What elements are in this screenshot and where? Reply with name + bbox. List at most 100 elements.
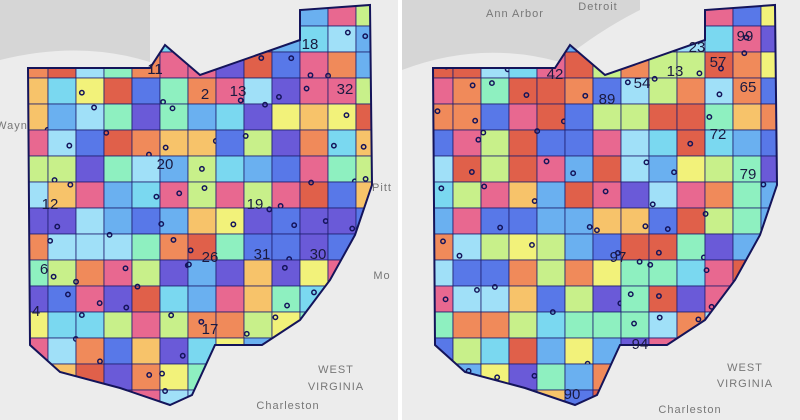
- precinct-dot: [631, 320, 638, 327]
- district-area: [47, 103, 77, 131]
- precinct-dot: [602, 188, 609, 195]
- district-label: 20: [157, 156, 174, 173]
- district-label: 30: [310, 246, 327, 263]
- district-area: [676, 77, 706, 105]
- precinct-dot: [96, 300, 103, 307]
- precinct-dot: [134, 283, 141, 290]
- district-area: [243, 155, 273, 183]
- precinct-dot: [237, 97, 244, 104]
- district-area: [103, 311, 133, 339]
- district-area: [47, 207, 77, 235]
- district-area: [299, 103, 329, 131]
- district-area: [187, 129, 217, 157]
- district-area: [131, 285, 161, 313]
- precinct-dot: [434, 108, 441, 115]
- district-area: [536, 129, 566, 157]
- precinct-dot: [706, 113, 713, 120]
- district-area: [159, 363, 189, 391]
- district-area: [103, 337, 133, 365]
- district-area: [480, 233, 510, 261]
- precinct-dot: [288, 55, 295, 62]
- district-area: [103, 207, 133, 235]
- district-area: [327, 77, 357, 105]
- precinct-dot: [198, 165, 205, 172]
- district-label: 13: [667, 63, 684, 80]
- district-label: 19: [247, 196, 264, 213]
- precinct-dot: [123, 304, 130, 311]
- precinct-dot: [281, 264, 288, 271]
- district-area: [187, 155, 217, 183]
- precinct-dot: [91, 104, 98, 111]
- district-area: [299, 77, 329, 105]
- precinct-dot: [695, 316, 702, 323]
- district-area: [676, 207, 706, 235]
- state-outline-right: [431, 3, 779, 407]
- place-label: VIRGINIA: [308, 381, 364, 393]
- precinct-dot: [440, 238, 446, 245]
- district-area: [620, 103, 650, 131]
- district-area: [103, 77, 133, 105]
- precinct-dot: [474, 287, 480, 293]
- district-area: [592, 181, 622, 209]
- precinct-dot: [624, 79, 631, 86]
- district-area: [159, 337, 189, 365]
- district-area: [536, 233, 566, 261]
- district-area: [243, 103, 273, 131]
- district-area: [47, 129, 77, 157]
- district-area: [676, 129, 706, 157]
- district-area: [480, 207, 510, 235]
- district-area: [648, 181, 678, 209]
- precinct-dot: [716, 91, 723, 98]
- district-area: [508, 181, 538, 209]
- precinct-dot: [262, 101, 268, 108]
- precinct-dot: [64, 291, 71, 298]
- precinct-dot: [718, 65, 724, 72]
- district-label: 4: [32, 303, 40, 320]
- district-area: [564, 233, 594, 261]
- district-area: [243, 259, 273, 287]
- precinct-dot: [307, 72, 314, 79]
- precinct-dot: [330, 142, 337, 149]
- district-area: [676, 181, 706, 209]
- district-area: [592, 285, 622, 313]
- district-area: [564, 103, 594, 131]
- district-area: [452, 129, 482, 157]
- precinct-dot: [106, 231, 113, 238]
- district-area: [704, 77, 734, 105]
- district-label: 42: [547, 66, 564, 83]
- district-area: [271, 181, 301, 209]
- precinct-dot: [168, 312, 175, 319]
- district-area: [299, 25, 329, 53]
- district-area: [508, 311, 538, 339]
- district-label: 65: [740, 79, 757, 96]
- district-area: [508, 103, 538, 131]
- precinct-dot: [651, 75, 658, 82]
- precinct-dot: [103, 129, 110, 136]
- precinct-dot: [627, 291, 634, 298]
- precinct-dot: [47, 237, 54, 244]
- district-area: [592, 129, 622, 157]
- district-area: [243, 181, 273, 209]
- district-area: [704, 25, 734, 53]
- district-area: [480, 337, 510, 365]
- district-area: [159, 207, 189, 235]
- district-area: [536, 311, 566, 339]
- district-area: [131, 259, 161, 287]
- district-area: [508, 285, 538, 313]
- precinct-dot: [481, 183, 488, 190]
- precinct-dot: [655, 249, 662, 256]
- district-area: [620, 207, 650, 235]
- district-area: [508, 259, 538, 287]
- precinct-dot: [291, 222, 298, 229]
- district-area: [452, 285, 482, 313]
- district-area: [75, 285, 105, 313]
- place-label: Wayn: [0, 120, 28, 132]
- precinct-dot: [656, 314, 663, 321]
- precinct-dot: [687, 140, 694, 147]
- district-area: [564, 259, 594, 287]
- district-area: [215, 103, 245, 131]
- precinct-dot: [494, 374, 501, 381]
- precinct-dot: [523, 92, 530, 98]
- district-area: [732, 129, 762, 157]
